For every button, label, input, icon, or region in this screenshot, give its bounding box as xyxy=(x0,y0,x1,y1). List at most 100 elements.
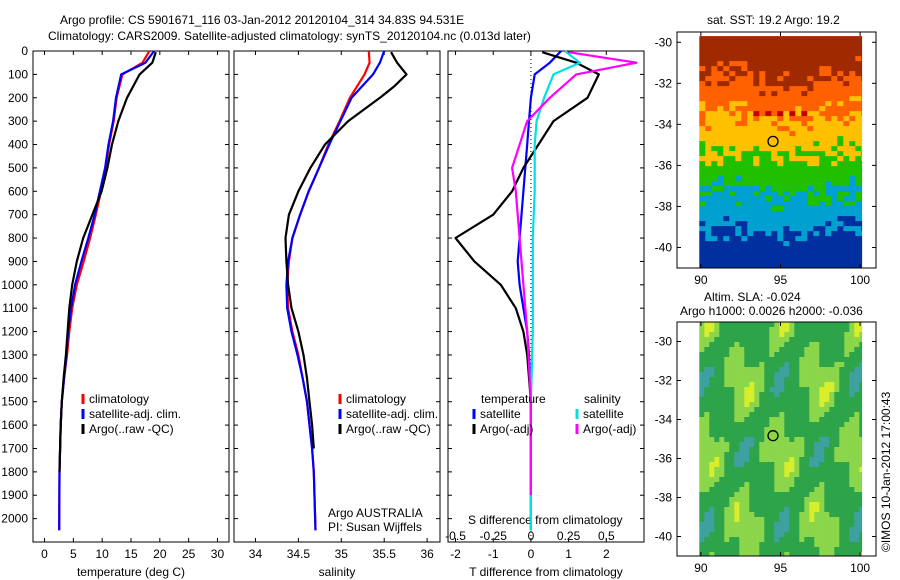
heatmap-cell xyxy=(829,352,835,358)
heatmap-cell xyxy=(783,221,790,227)
heatmap-cell xyxy=(734,362,740,368)
heatmap-cell xyxy=(749,527,755,533)
heatmap-cell xyxy=(777,186,784,192)
sst-map-y-tick-label: -32 xyxy=(655,76,673,90)
heatmap-cell xyxy=(824,412,830,418)
heatmap-cell xyxy=(714,417,720,423)
heatmap-cell xyxy=(799,412,805,418)
heatmap-cell xyxy=(837,266,844,269)
heatmap-cell xyxy=(795,71,802,77)
title-line-2: Climatology: CARS2009. Satellite-adjuste… xyxy=(48,29,531,43)
heatmap-cell xyxy=(719,332,725,338)
heatmap-cell xyxy=(794,517,800,523)
heatmap-cell xyxy=(771,176,778,182)
heatmap-cell xyxy=(784,352,790,358)
heatmap-cell xyxy=(759,417,765,423)
heatmap-cell xyxy=(699,126,706,132)
heatmap-cell xyxy=(824,337,830,343)
heatmap-cell xyxy=(799,442,805,448)
heatmap-cell xyxy=(831,121,838,127)
heatmap-cell xyxy=(789,96,796,102)
heatmap-cell xyxy=(795,61,802,67)
heatmap-cell xyxy=(784,327,790,333)
heatmap-cell xyxy=(844,482,850,488)
heatmap-cell xyxy=(783,71,790,77)
heatmap-cell xyxy=(824,507,830,513)
heatmap-cell xyxy=(801,66,808,72)
heatmap-cell xyxy=(741,176,748,182)
heatmap-cell xyxy=(831,166,838,172)
heatmap-cell xyxy=(729,497,735,503)
heatmap-cell xyxy=(819,422,825,428)
heatmap-cell xyxy=(794,527,800,533)
heatmap-cell xyxy=(729,447,735,453)
heatmap-cell xyxy=(705,76,712,82)
heatmap-cell xyxy=(859,382,863,388)
heatmap-cell xyxy=(705,86,712,92)
heatmap-cell xyxy=(769,467,775,473)
heatmap-cell xyxy=(744,502,750,508)
heatmap-cell xyxy=(795,181,802,187)
heatmap-cell xyxy=(824,397,830,403)
heatmap-cell xyxy=(837,66,844,72)
heatmap-cell xyxy=(709,462,715,468)
heatmap-cell xyxy=(744,422,750,428)
heatmap-cell xyxy=(741,161,748,167)
heatmap-cell xyxy=(753,151,760,157)
temperature-legend-label: climatology xyxy=(89,392,149,406)
heatmap-cell xyxy=(744,547,750,553)
heatmap-cell xyxy=(711,81,718,87)
heatmap-cell xyxy=(861,126,863,132)
heatmap-cell xyxy=(699,332,705,338)
heatmap-cell xyxy=(819,452,825,458)
heatmap-cell xyxy=(747,181,754,187)
heatmap-cell xyxy=(783,241,790,247)
heatmap-cell xyxy=(784,357,790,363)
heatmap-cell xyxy=(729,36,736,42)
heatmap-cell xyxy=(849,362,855,368)
heatmap-cell xyxy=(769,407,775,413)
heatmap-cell xyxy=(819,442,825,448)
heatmap-cell xyxy=(837,166,844,172)
heatmap-cell xyxy=(699,151,706,157)
heatmap-cell xyxy=(809,342,815,348)
heatmap-cell xyxy=(809,497,815,503)
heatmap-cell xyxy=(799,462,805,468)
heatmap-cell xyxy=(717,91,724,97)
heatmap-cell xyxy=(753,231,760,237)
heatmap-cell xyxy=(699,372,705,378)
heatmap-cell xyxy=(801,91,808,97)
heatmap-cell xyxy=(849,467,855,473)
heatmap-cell xyxy=(795,161,802,167)
heatmap-cell xyxy=(699,256,706,262)
heatmap-cell xyxy=(834,372,840,378)
heatmap-cell xyxy=(769,507,775,513)
heatmap-cell xyxy=(735,51,742,57)
heatmap-cell xyxy=(735,96,742,102)
heatmap-cell xyxy=(855,236,862,242)
heatmap-cell xyxy=(843,241,850,247)
heatmap-cell xyxy=(813,76,820,82)
heatmap-cell xyxy=(844,422,850,428)
heatmap-cell xyxy=(717,216,724,222)
heatmap-cell xyxy=(801,266,808,269)
heatmap-cell xyxy=(807,206,814,212)
heatmap-cell xyxy=(709,472,715,478)
heatmap-cell xyxy=(801,111,808,117)
heatmap-cell xyxy=(795,191,802,197)
heatmap-cell xyxy=(837,106,844,112)
heatmap-cell xyxy=(729,101,736,107)
heatmap-cell xyxy=(714,547,720,553)
heatmap-cell xyxy=(794,332,800,338)
heatmap-cell xyxy=(813,246,820,252)
heatmap-cell xyxy=(829,357,835,363)
heatmap-cell xyxy=(789,261,796,267)
heatmap-cell xyxy=(714,517,720,523)
heatmap-cell xyxy=(795,216,802,222)
heatmap-cell xyxy=(861,61,863,67)
heatmap-cell xyxy=(739,527,745,533)
heatmap-cell xyxy=(714,332,720,338)
heatmap-cell xyxy=(783,156,790,162)
heatmap-cell xyxy=(739,512,745,518)
heatmap-cell xyxy=(789,452,795,458)
